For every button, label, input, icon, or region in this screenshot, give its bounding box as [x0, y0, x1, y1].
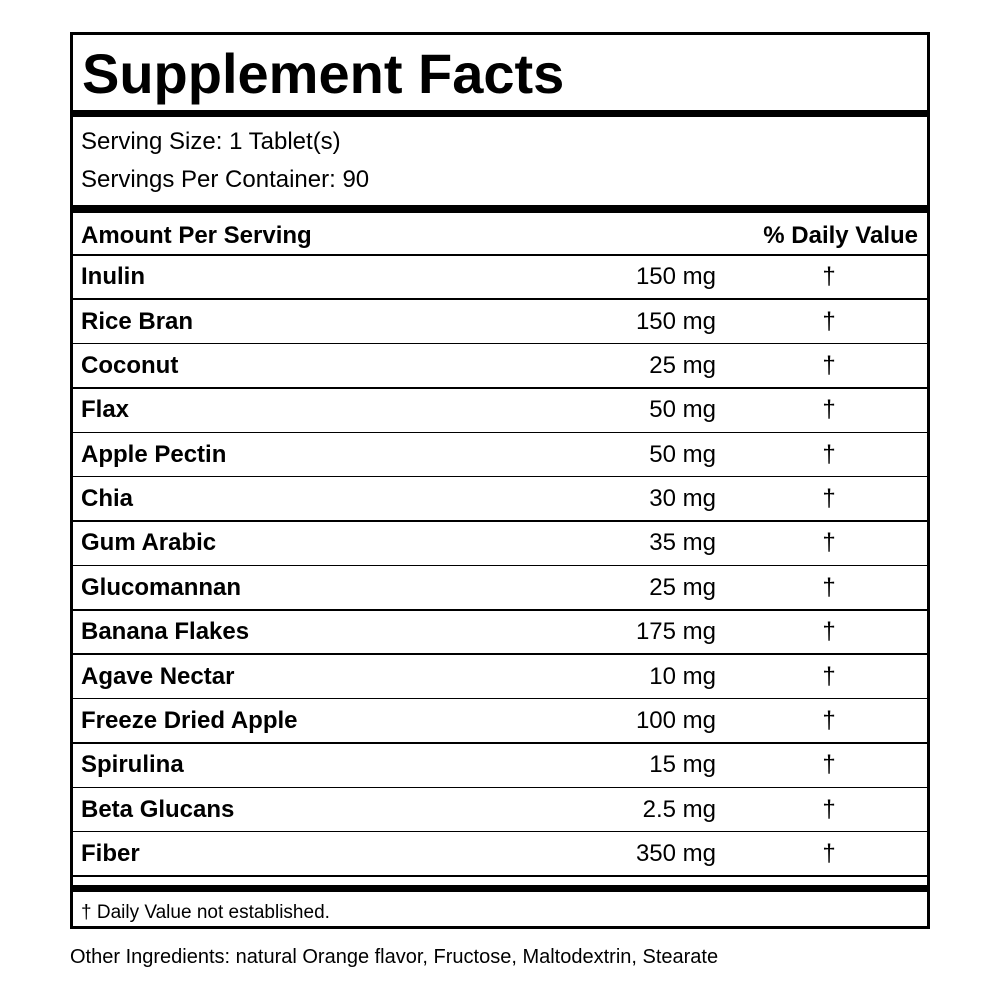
daily-value: †: [822, 529, 836, 557]
title: Supplement Facts: [82, 42, 565, 105]
thick-rule: [73, 205, 927, 213]
column-header: Amount Per Serving: [81, 222, 312, 249]
daily-value: †: [822, 618, 836, 646]
row-rule: [73, 342, 927, 345]
daily-value: †: [822, 795, 836, 823]
row-rule: [73, 564, 927, 567]
row-rule: [73, 254, 927, 256]
ingredient-name: Chia: [81, 485, 134, 513]
row-rule: [73, 742, 927, 744]
ingredient-name: Inulin: [81, 263, 145, 291]
row-rule: [73, 830, 927, 833]
ingredient-name: Fiber: [81, 840, 140, 868]
servings-per-container: Servings Per Container: 90: [81, 166, 370, 193]
row-rule: [73, 653, 927, 655]
row-rule: [73, 387, 927, 389]
daily-value: †: [822, 751, 836, 779]
daily-value: †: [822, 396, 836, 424]
ingredient-name: Glucomannan: [81, 573, 242, 601]
ingredient-amount: 150 mg: [635, 263, 716, 291]
row-rule: [73, 786, 927, 789]
ingredient-name: Banana Flakes: [81, 618, 250, 646]
row-rule: [73, 475, 927, 478]
row-rule: [73, 298, 927, 300]
thick-rule: [73, 110, 927, 117]
daily-value: †: [822, 485, 836, 513]
ingredient-amount: 30 mg: [649, 485, 716, 513]
row-rule: [73, 431, 927, 434]
ingredient-amount: 350 mg: [635, 840, 716, 868]
ingredient-name: Apple Pectin: [81, 440, 227, 468]
ingredient-amount: 15 mg: [649, 751, 716, 779]
thick-rule: [73, 885, 927, 892]
ingredient-name: Beta Glucans: [81, 795, 235, 823]
daily-value: †: [822, 307, 836, 335]
row-rule: [73, 609, 927, 611]
serving-size: Serving Size: 1 Tablet(s): [81, 128, 341, 155]
ingredient-amount: 35 mg: [649, 529, 716, 557]
daily-value: †: [822, 662, 836, 690]
row-rule: [73, 697, 927, 700]
ingredient-name: Rice Bran: [81, 307, 194, 335]
ingredient-name: Spirulina: [81, 751, 184, 779]
ingredient-amount: 50 mg: [649, 440, 716, 468]
ingredient-amount: 10 mg: [649, 662, 716, 690]
ingredient-amount: 50 mg: [649, 396, 716, 424]
daily-value: †: [822, 440, 836, 468]
daily-value: †: [822, 351, 836, 379]
ingredient-amount: 25 mg: [649, 573, 716, 601]
ingredient-name: Freeze Dried Apple: [81, 706, 298, 734]
ingredient-amount: 150 mg: [635, 307, 716, 335]
row-rule: [73, 875, 927, 877]
ingredient-amount: 175 mg: [635, 618, 716, 646]
ingredient-name: Coconut: [81, 351, 179, 379]
daily-value: †: [822, 573, 836, 601]
other-ingredients: Other Ingredients: natural Orange flavor…: [70, 946, 719, 968]
daily-value: †: [822, 706, 836, 734]
daily-value: †: [822, 263, 836, 291]
ingredient-name: Agave Nectar: [81, 662, 235, 690]
row-rule: [73, 520, 927, 522]
ingredient-name: Flax: [81, 396, 130, 424]
ingredient-amount: 2.5 mg: [642, 795, 716, 823]
ingredient-amount: 100 mg: [635, 706, 716, 734]
ingredient-amount: 25 mg: [649, 351, 716, 379]
daily-value: †: [822, 840, 836, 868]
ingredient-name: Gum Arabic: [81, 529, 217, 557]
column-header: % Daily Value: [763, 222, 918, 249]
footnote: † Daily Value not established.: [81, 902, 330, 923]
label-border: [70, 32, 930, 929]
